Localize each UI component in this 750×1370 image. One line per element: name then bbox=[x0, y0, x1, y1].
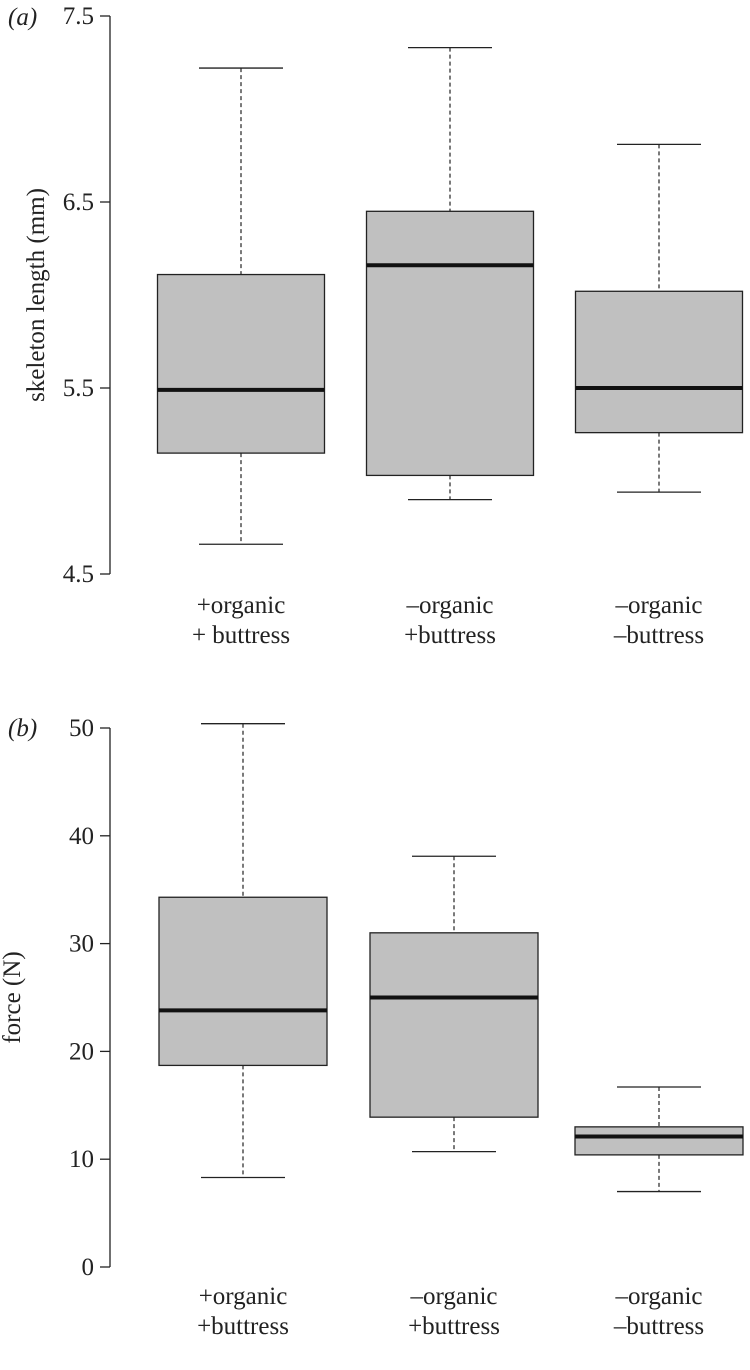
y-tick-label: 10 bbox=[69, 1146, 94, 1173]
y-tick-label: 30 bbox=[69, 931, 94, 958]
y-axis-title: force (N) bbox=[0, 951, 26, 1043]
iqr-box bbox=[369, 932, 539, 1118]
category-label-line2: + buttress bbox=[192, 622, 290, 649]
iqr-box bbox=[574, 1126, 744, 1156]
box-1: +organic + buttress bbox=[156, 67, 326, 649]
category-label-line2: –buttress bbox=[613, 622, 704, 649]
category-label-line1: +organic bbox=[197, 592, 286, 619]
box-3: –organic –buttress bbox=[574, 143, 744, 649]
iqr-box bbox=[365, 210, 535, 477]
category-label-line2: +buttress bbox=[404, 622, 496, 649]
panel-a: (a) 4.5 5.5 6.5 7.5 skeleton length (mm) +orga… bbox=[8, 3, 744, 649]
category-label-line1: +organic bbox=[199, 1283, 288, 1310]
y-tick-label: 5.5 bbox=[63, 375, 94, 402]
box-3: –organic –buttress bbox=[574, 1086, 744, 1340]
category-label-line2: –buttress bbox=[613, 1313, 704, 1340]
y-tick-label: 50 bbox=[69, 715, 94, 742]
iqr-box bbox=[158, 896, 328, 1067]
iqr-box bbox=[156, 273, 326, 454]
panel-label: (b) bbox=[8, 715, 37, 742]
category-label-line1: –organic bbox=[405, 592, 493, 619]
panel-b: (b) 0 10 20 30 40 50 force (N) +organic +buttress… bbox=[0, 715, 744, 1340]
y-tick-label: 0 bbox=[82, 1254, 95, 1281]
y-tick-label: 6.5 bbox=[63, 189, 94, 216]
y-axis-title: skeleton length (mm) bbox=[23, 188, 50, 402]
y-tick-label: 7.5 bbox=[63, 3, 94, 30]
panel-label: (a) bbox=[8, 4, 37, 31]
box-2: –organic +buttress bbox=[365, 46, 535, 649]
y-tick-label: 4.5 bbox=[63, 561, 94, 588]
y-tick-label: 20 bbox=[69, 1038, 94, 1065]
category-label-line1: –organic bbox=[614, 1283, 702, 1310]
category-label-line1: –organic bbox=[614, 592, 702, 619]
iqr-box bbox=[574, 290, 744, 434]
box-2: –organic +buttress bbox=[369, 855, 539, 1340]
category-label-line2: +buttress bbox=[197, 1313, 289, 1340]
y-tick-label: 40 bbox=[69, 823, 94, 850]
category-label-line1: –organic bbox=[409, 1283, 497, 1310]
category-label-line2: +buttress bbox=[408, 1313, 500, 1340]
box-1: +organic +buttress bbox=[158, 723, 328, 1340]
